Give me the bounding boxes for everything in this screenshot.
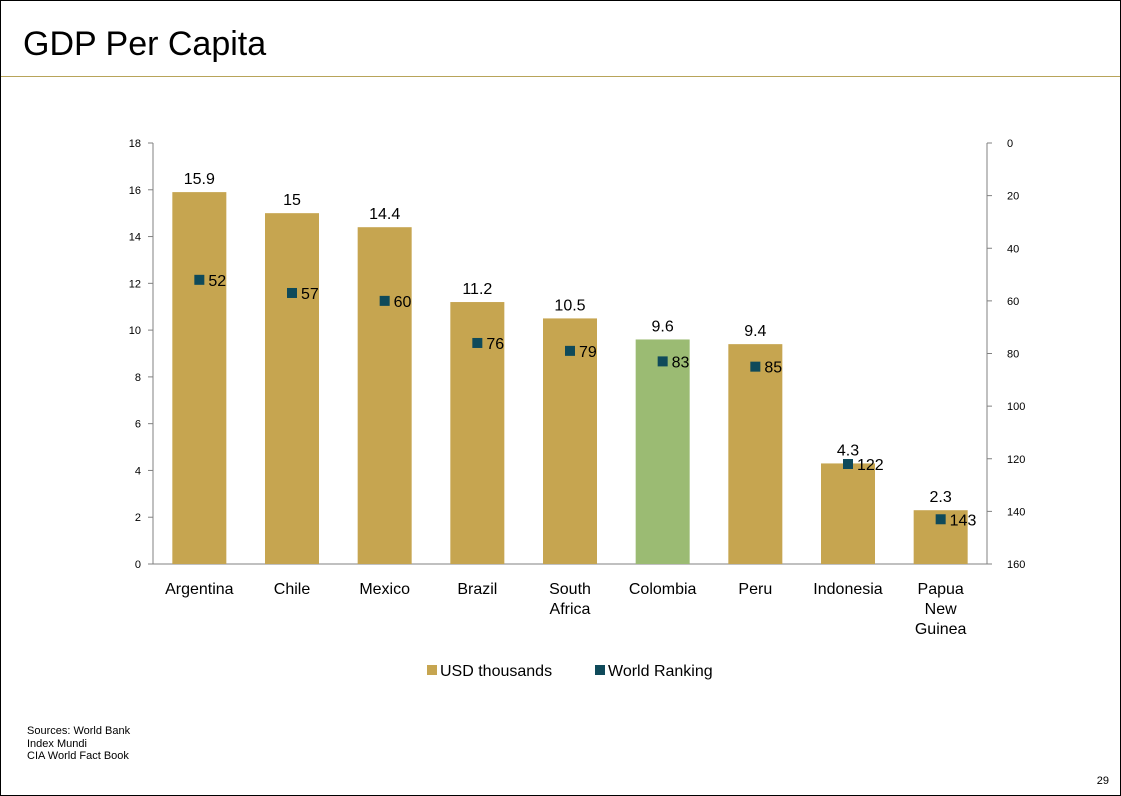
ranking-marker (287, 287, 297, 298)
ranking-value-label: 122 (857, 457, 884, 474)
bar (635, 339, 690, 564)
bar (728, 344, 783, 564)
ranking-value-label: 143 (950, 512, 977, 529)
title-divider (1, 76, 1120, 77)
x-category-label: South (549, 581, 591, 598)
ranking-value-label: 83 (672, 354, 690, 371)
slide-title: GDP Per Capita (23, 25, 267, 63)
x-category-label: Africa (550, 601, 591, 618)
x-category-label: Chile (274, 581, 311, 598)
x-category-label: Mexico (359, 581, 410, 598)
gdp-chart: 0 2 4 6 8 10 12 14 16 18 0 20 40 60 80 100 120 140 160 15.9… (129, 138, 1026, 680)
ranking-value-label: 52 (208, 273, 226, 290)
legend-label: World Ranking (608, 663, 713, 680)
ranking-marker (194, 274, 205, 285)
ranking-value-label: 79 (579, 344, 597, 361)
ranking-marker (472, 337, 483, 348)
y-left-tick-label: 18 (129, 138, 141, 150)
y-left-tick-label: 2 (135, 512, 141, 524)
y-right-tick-label: 80 (1007, 349, 1019, 361)
bar (821, 463, 875, 564)
x-category-label: Peru (738, 581, 772, 598)
y-left-tick-label: 6 (135, 419, 141, 431)
ranking-value-label: 76 (486, 336, 504, 353)
bar-value-label: 9.6 (652, 318, 674, 335)
y-right-tick-label: 40 (1007, 243, 1019, 255)
legend-swatch-bar (427, 665, 437, 675)
legend-label: USD thousands (440, 663, 552, 680)
y-left-tick-label: 12 (129, 278, 141, 290)
ranking-marker (935, 514, 946, 525)
ranking-marker (657, 356, 668, 367)
y-right-tick-label: 140 (1007, 506, 1025, 518)
bar (172, 192, 227, 564)
legend-swatch-marker (595, 665, 605, 675)
ranking-marker (750, 361, 761, 372)
y-left-tick-label: 4 (135, 465, 141, 477)
y-right-tick-label: 160 (1007, 559, 1025, 571)
x-category-label: New (925, 601, 957, 618)
y-left-tick-label: 8 (135, 372, 141, 384)
y-right-tick-label: 60 (1007, 296, 1019, 308)
source-line: CIA World Fact Book (27, 750, 129, 762)
y-left-tick-label: 10 (129, 325, 141, 337)
source-line: Sources: World Bank (27, 725, 131, 737)
bar-value-label: 4.3 (837, 442, 859, 459)
x-category-label: Brazil (457, 581, 497, 598)
ranking-value-label: 85 (764, 360, 782, 377)
ranking-value-label: 57 (301, 286, 319, 303)
ranking-marker (565, 345, 575, 356)
bar-value-label: 11.2 (462, 281, 492, 298)
bar-value-label: 14.4 (369, 206, 400, 223)
bar-value-label: 15 (283, 192, 301, 209)
x-category-label: Colombia (629, 581, 697, 598)
x-category-label: Papua (918, 581, 964, 598)
y-right-tick-label: 0 (1007, 138, 1013, 150)
y-right-tick-label: 120 (1007, 454, 1025, 466)
sources-note: Sources: World Bank Index Mundi CIA Worl… (27, 725, 130, 763)
bar-value-label: 2.3 (930, 489, 952, 506)
y-left-tick-label: 0 (135, 559, 141, 571)
ranking-value-label: 60 (394, 294, 412, 311)
x-category-label: Indonesia (813, 581, 882, 598)
source-line: Index Mundi (27, 737, 87, 750)
bar-value-label: 9.4 (744, 323, 766, 340)
bar-value-label: 10.5 (554, 297, 585, 314)
ranking-marker (843, 459, 853, 470)
ranking-marker (379, 295, 390, 306)
x-category-label: Argentina (165, 581, 234, 598)
y-left-tick-label: 16 (129, 185, 141, 197)
bar (543, 318, 597, 564)
bar (265, 213, 319, 564)
y-right-tick-label: 100 (1007, 401, 1025, 413)
page-number: 29 (1096, 775, 1109, 787)
bar (357, 227, 412, 564)
y-left-tick-label: 14 (129, 232, 141, 244)
bar-value-label: 15.9 (184, 171, 215, 188)
x-category-label: Guinea (915, 621, 967, 638)
y-right-tick-label: 20 (1007, 191, 1019, 203)
